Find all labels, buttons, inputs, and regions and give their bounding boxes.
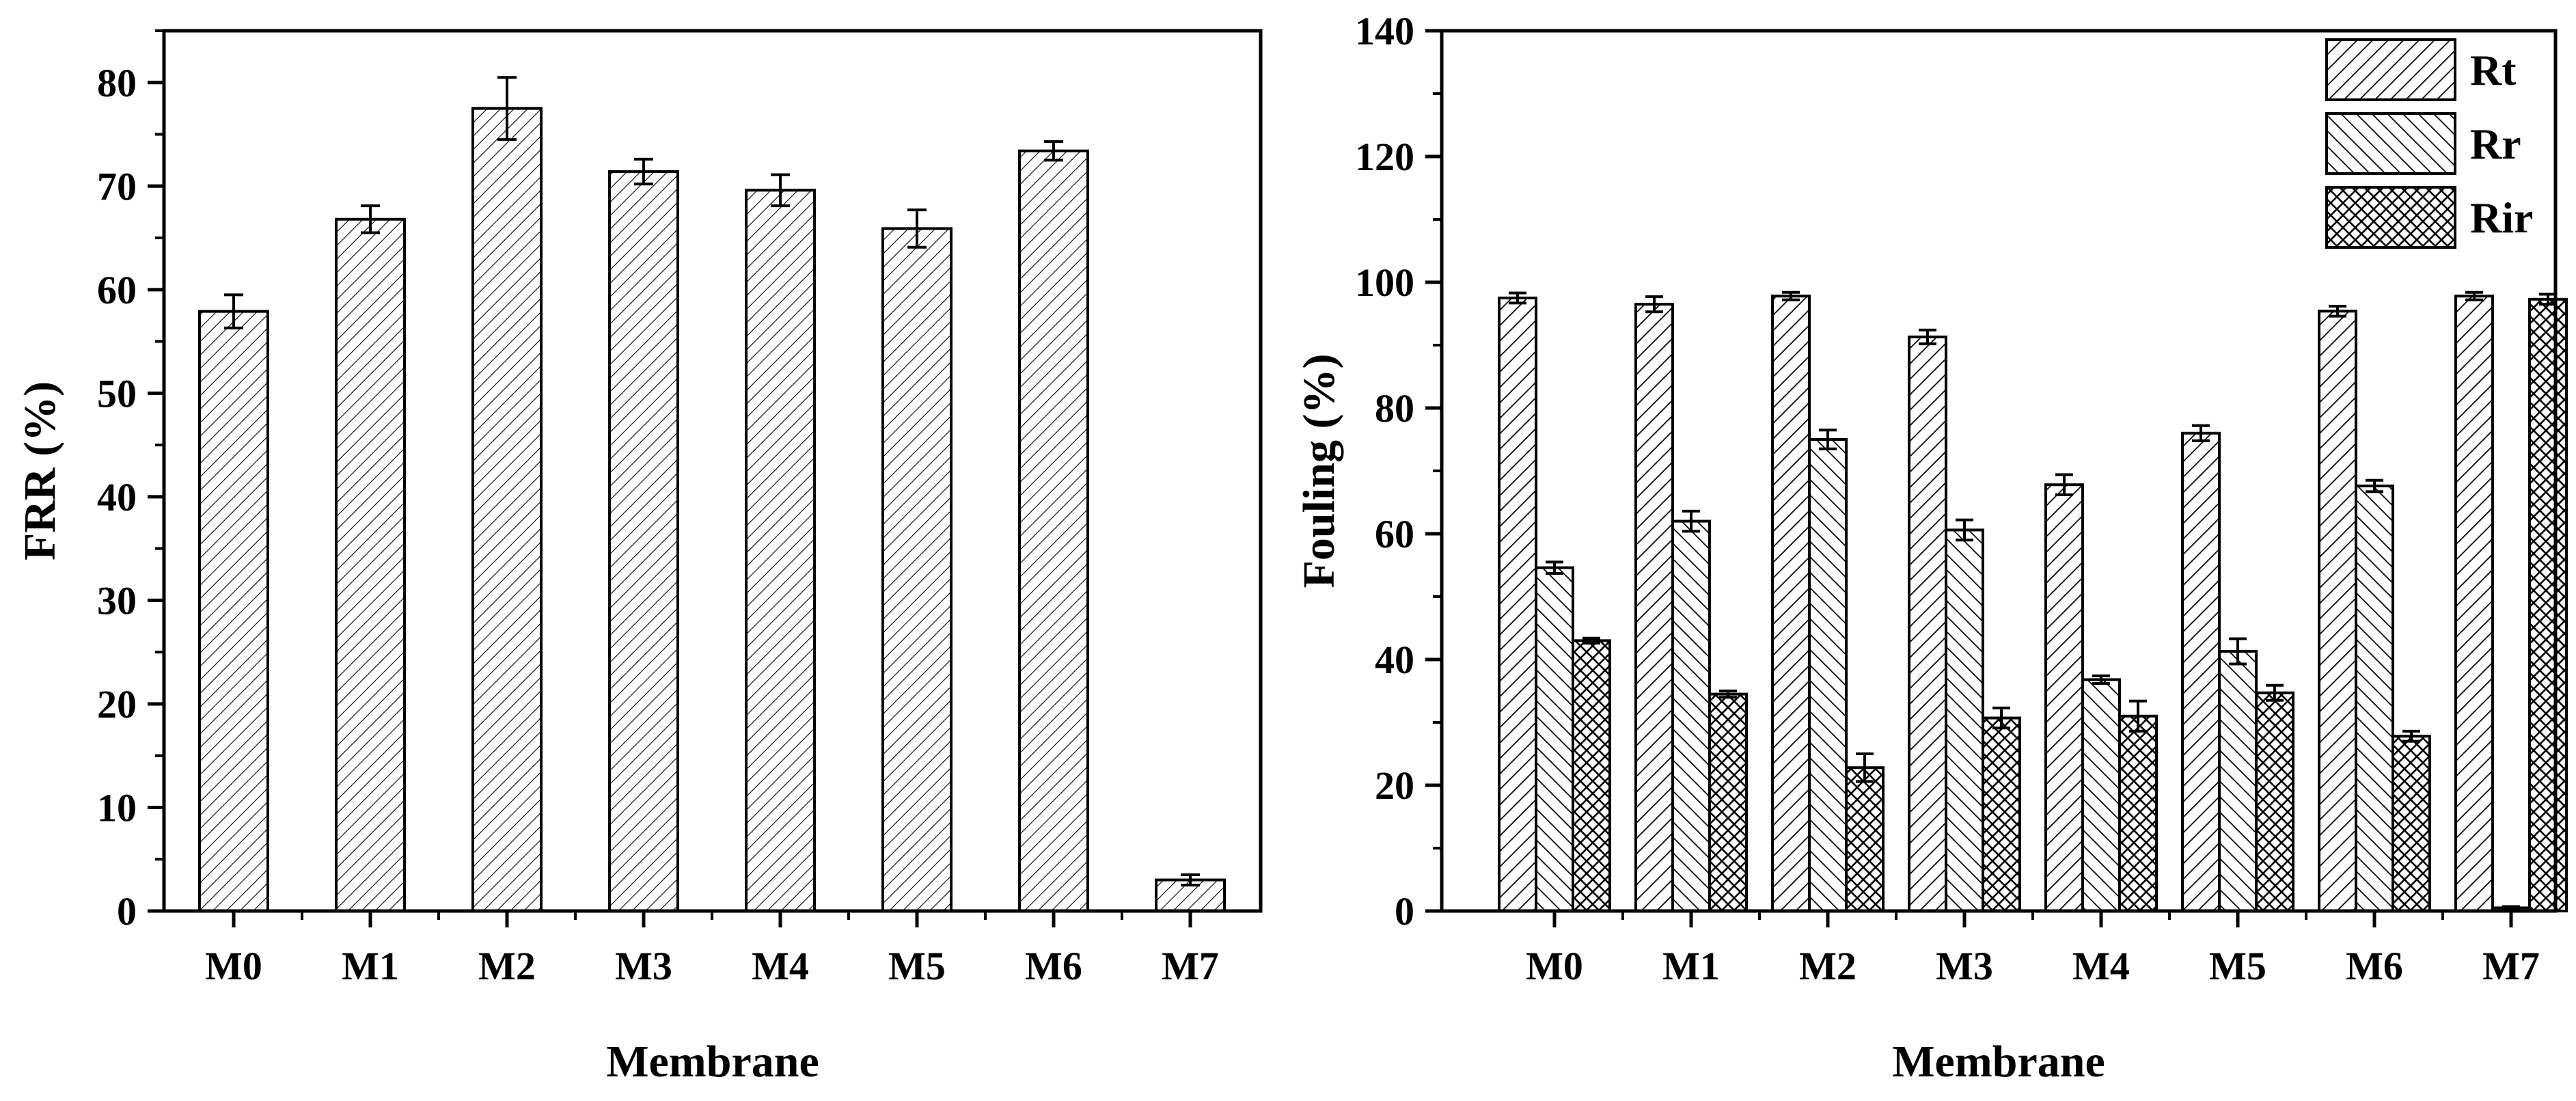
y-tick-label: 80 <box>97 61 137 105</box>
y-tick-label: 0 <box>1395 889 1414 934</box>
frr-y-axis: 0 10 20 30 40 50 60 70 80 <box>97 29 164 934</box>
fouling-bars <box>1498 290 2568 913</box>
frr-y-axis-title: FRR (%) <box>15 381 65 560</box>
y-tick-label: 120 <box>1355 135 1414 179</box>
bar-rr-m3 <box>1945 528 1984 912</box>
bar-frr-m2 <box>471 107 543 912</box>
x-tick-label: M6 <box>1025 944 1082 988</box>
x-tick-label: M6 <box>2346 944 2403 988</box>
y-tick-label: 20 <box>1375 763 1414 808</box>
legend-swatch-rt <box>2325 38 2456 101</box>
y-tick-label: 60 <box>97 268 137 312</box>
frr-chart: 0 10 20 30 40 50 60 70 80 M0 M1 M2 M3 M4 M5 M6 M7 Membr… <box>15 29 1263 1087</box>
legend-swatch-rr <box>2325 112 2456 175</box>
fouling-legend: Rt Rr Rir <box>2325 38 2533 249</box>
bar-rir-m4 <box>2118 714 2158 913</box>
fouling-y-axis-title: Fouling (%) <box>1294 354 1344 588</box>
bar-rr-m5 <box>2218 650 2258 912</box>
y-tick-label: 30 <box>97 578 137 623</box>
bar-rt-m6 <box>2318 310 2357 912</box>
x-tick-label: M1 <box>1662 944 1720 988</box>
x-tick-label: M1 <box>342 944 399 988</box>
bar-rr-m4 <box>2081 678 2121 912</box>
bar-rir-m2 <box>1845 766 1885 912</box>
x-tick-label: M2 <box>478 944 536 988</box>
x-tick-label: M3 <box>1936 944 1993 988</box>
y-tick-label: 60 <box>1375 512 1414 556</box>
bar-frr-m1 <box>335 217 406 913</box>
bar-frr-m0 <box>198 310 269 912</box>
bar-rir-m7 <box>2528 297 2568 912</box>
bar-rir-m6 <box>2392 735 2431 912</box>
x-tick-label: M5 <box>888 944 946 988</box>
y-tick-label: 80 <box>1375 386 1414 431</box>
x-tick-label: M5 <box>2209 944 2266 988</box>
legend-swatch-rir <box>2325 186 2456 249</box>
bar-frr-m5 <box>881 227 953 912</box>
x-tick-label: M7 <box>1162 944 1219 988</box>
x-tick-label: M0 <box>1526 944 1583 988</box>
frr-plot-frame <box>162 29 1263 913</box>
bar-frr-m6 <box>1018 149 1089 912</box>
y-tick-label: 0 <box>117 889 137 934</box>
bar-rt-m4 <box>2044 483 2084 912</box>
legend-label-rir: Rir <box>2470 193 2533 242</box>
y-tick-label: 50 <box>97 371 137 416</box>
x-tick-label: M4 <box>2072 944 2130 988</box>
bar-rt-m7 <box>2454 295 2494 912</box>
frr-bars <box>198 76 1226 913</box>
y-tick-label: 70 <box>97 164 137 208</box>
bar-frr-m3 <box>608 170 679 913</box>
bar-rir-m0 <box>1572 639 1611 913</box>
fouling-chart: 0 20 40 60 80 100 120 140 M0 M1 M2 M3 M4 M5 M6 M7 Memb… <box>1294 9 2568 1087</box>
y-tick-label: 40 <box>97 475 137 519</box>
bar-rr-m1 <box>1671 519 1711 912</box>
fouling-x-axis-title: Membrane <box>1892 1037 2105 1087</box>
bar-rt-m5 <box>2181 431 2221 912</box>
bar-rt-m3 <box>1908 336 1947 913</box>
legend-label-rt: Rt <box>2470 46 2517 94</box>
x-tick-label: M4 <box>752 944 809 988</box>
x-tick-label: M3 <box>615 944 672 988</box>
y-tick-label: 10 <box>97 785 137 830</box>
frr-x-axis-title: Membrane <box>606 1037 819 1087</box>
bar-rr-m2 <box>1808 438 1848 912</box>
x-tick-label: M2 <box>1799 944 1856 988</box>
y-tick-label: 100 <box>1355 260 1414 305</box>
fouling-y-axis: 0 20 40 60 80 100 120 140 <box>1355 9 1442 934</box>
bar-rt-m1 <box>1634 303 1674 912</box>
bar-rir-m1 <box>1708 692 1748 912</box>
bar-rt-m2 <box>1771 295 1811 912</box>
bar-rr-m0 <box>1535 566 1574 912</box>
legend-label-rr: Rr <box>2470 120 2521 168</box>
bar-frr-m4 <box>745 189 816 912</box>
x-tick-label: M7 <box>2482 944 2540 988</box>
y-tick-label: 20 <box>97 682 137 726</box>
frr-x-axis: M0 M1 M2 M3 M4 M5 M6 M7 <box>205 911 1219 988</box>
bar-rr-m6 <box>2355 485 2394 912</box>
bar-rir-m3 <box>1982 716 2021 913</box>
y-tick-label: 140 <box>1355 9 1414 53</box>
bar-rt-m0 <box>1498 297 1537 912</box>
fouling-x-axis: M0 M1 M2 M3 M4 M5 M6 M7 <box>1526 911 2540 988</box>
bar-rir-m5 <box>2255 691 2294 912</box>
x-tick-label: M0 <box>205 944 262 988</box>
y-tick-label: 40 <box>1375 638 1414 682</box>
